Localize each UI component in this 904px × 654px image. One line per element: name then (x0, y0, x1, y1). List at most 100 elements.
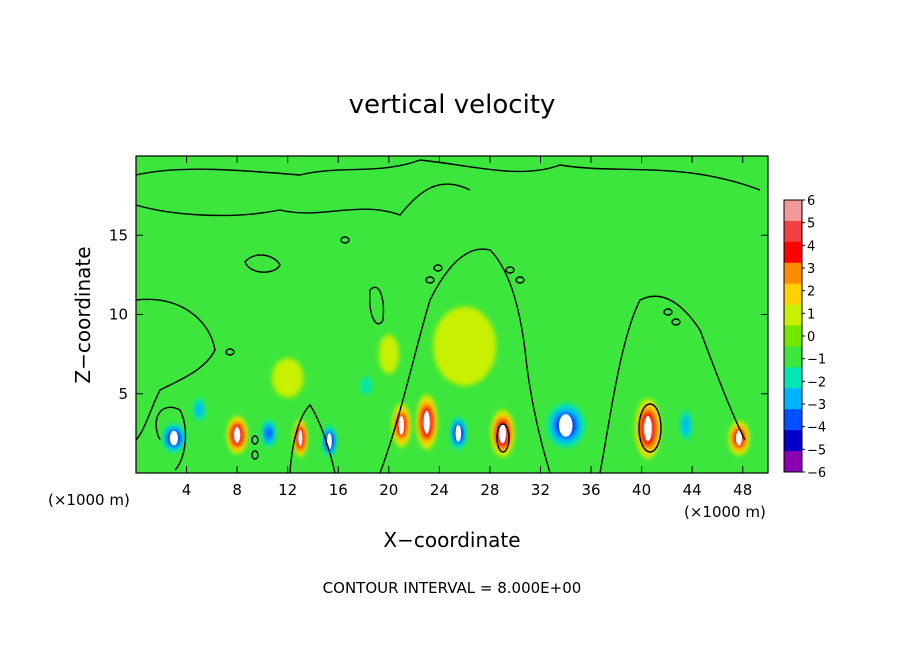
contour-line (671, 318, 681, 326)
contour-line (433, 264, 443, 272)
colorbar-swatch (784, 346, 802, 368)
colorbar-label: −4 (807, 421, 826, 436)
colorbar-label: −1 (807, 353, 826, 368)
heatmap-cell-core (169, 430, 179, 446)
contour-line (638, 403, 662, 453)
x-tick-label: 36 (581, 481, 600, 499)
contour-line (379, 248, 551, 473)
contour-line (225, 348, 235, 356)
x-unit-left: (×1000 m) (48, 491, 130, 509)
heatmap-cell (448, 413, 468, 454)
heatmap-cell (416, 394, 437, 451)
heatmap-cell-core (455, 425, 462, 442)
heatmap-cell-layer (265, 427, 272, 440)
contour-lines (136, 159, 761, 473)
contour-line (244, 254, 281, 273)
x-unit-right: (×1000 m) (684, 503, 766, 521)
colorbar-label: 1 (807, 307, 815, 322)
x-tick-label: 20 (379, 481, 398, 499)
heatmap-cell-core (234, 426, 241, 443)
colorbar-label: 5 (807, 217, 815, 232)
heatmap-cell (433, 306, 497, 386)
heatmap-cell (271, 358, 304, 398)
contour-interval-note: CONTOUR INTERVAL = 8.000E+00 (323, 579, 582, 597)
colorbar-swatch (784, 409, 802, 431)
x-tick-label: 8 (232, 481, 242, 499)
contour-line (251, 435, 259, 445)
heatmap-cell (160, 420, 188, 456)
colorbar-swatch (784, 200, 802, 222)
heatmap-cell (392, 403, 411, 448)
colorbar-label: 4 (807, 239, 815, 254)
colorbar-swatch (784, 325, 802, 347)
heatmap-cell (357, 371, 375, 401)
colorbar-label: −5 (807, 443, 826, 458)
x-axis-label: X−coordinate (383, 528, 520, 552)
heatmap-cell (491, 409, 514, 458)
contour-line (425, 276, 435, 284)
contour-line (340, 236, 350, 244)
heatmap-cell-core (499, 423, 506, 444)
heatmap-cell-layer (682, 416, 690, 435)
contour-line (515, 276, 525, 284)
colorbar-label: −3 (807, 398, 826, 413)
contour-line (136, 183, 471, 217)
heatmap-cell (378, 334, 399, 374)
contour-line (369, 286, 385, 325)
colorbar-swatch (784, 241, 802, 264)
x-tick-label: 32 (531, 481, 550, 499)
colorbar: 6 5 4 3 2 1 0 −1 −2 −3 −4 −5 −6 (783, 194, 826, 481)
y-ticks: 5 10 15 (109, 226, 768, 403)
heatmap-cell-core (298, 430, 303, 447)
colorbar-label: 3 (807, 262, 815, 277)
heatmap-cell (728, 420, 750, 456)
heatmap-cell-layer (360, 377, 372, 395)
y-tick-label: 15 (109, 226, 128, 244)
heatmap-cell-layer (378, 334, 399, 374)
y-axis-label: Z−coordinate (71, 246, 95, 383)
colorbar-swatch (784, 220, 802, 243)
x-tick-label: 44 (683, 481, 702, 499)
contour-line (505, 266, 515, 274)
colorbar-label: −6 (807, 466, 826, 481)
colorbar-swatch (784, 304, 802, 327)
contour-line (599, 295, 746, 473)
colorbar-swatch (784, 430, 802, 452)
heatmap-cell (259, 415, 278, 451)
heatmap-cells (160, 306, 750, 461)
x-tick-label: 16 (329, 481, 348, 499)
contour-line (136, 298, 216, 441)
x-tick-label: 28 (480, 481, 499, 499)
heatmap-cell-layer (271, 358, 304, 398)
heatmap-cell-core (558, 414, 573, 437)
heatmap-cell-core (644, 415, 652, 442)
heatmap-cell (678, 404, 694, 447)
heatmap-cell (543, 398, 589, 453)
contour-line (251, 450, 259, 460)
colorbar-swatch (784, 262, 802, 285)
x-tick-label: 4 (182, 481, 192, 499)
y-tick-label: 5 (118, 385, 128, 403)
colorbar-label: 6 (807, 194, 815, 209)
heatmap-cell-core (423, 410, 430, 434)
colorbar-swatch (784, 451, 802, 473)
colorbar-swatch (784, 283, 802, 306)
colorbar-swatch (784, 388, 802, 410)
contour-line (136, 159, 761, 191)
y-tick-label: 10 (109, 306, 128, 324)
x-ticks: 4 8 12 16 20 24 28 32 36 40 44 48 (182, 156, 752, 499)
colorbar-swatch (784, 367, 802, 389)
contour-line (155, 406, 187, 471)
contour-line (496, 423, 510, 453)
heatmap-cell-core (735, 430, 742, 446)
contour-line (289, 403, 336, 473)
x-tick-label: 48 (733, 481, 752, 499)
heatmap-cell (191, 393, 207, 426)
heatmap-cell-layer (433, 306, 497, 386)
heatmap-cell (227, 415, 248, 454)
x-tick-label: 40 (632, 481, 651, 499)
colorbar-label: 2 (807, 285, 815, 300)
heatmap-cell (294, 419, 307, 458)
